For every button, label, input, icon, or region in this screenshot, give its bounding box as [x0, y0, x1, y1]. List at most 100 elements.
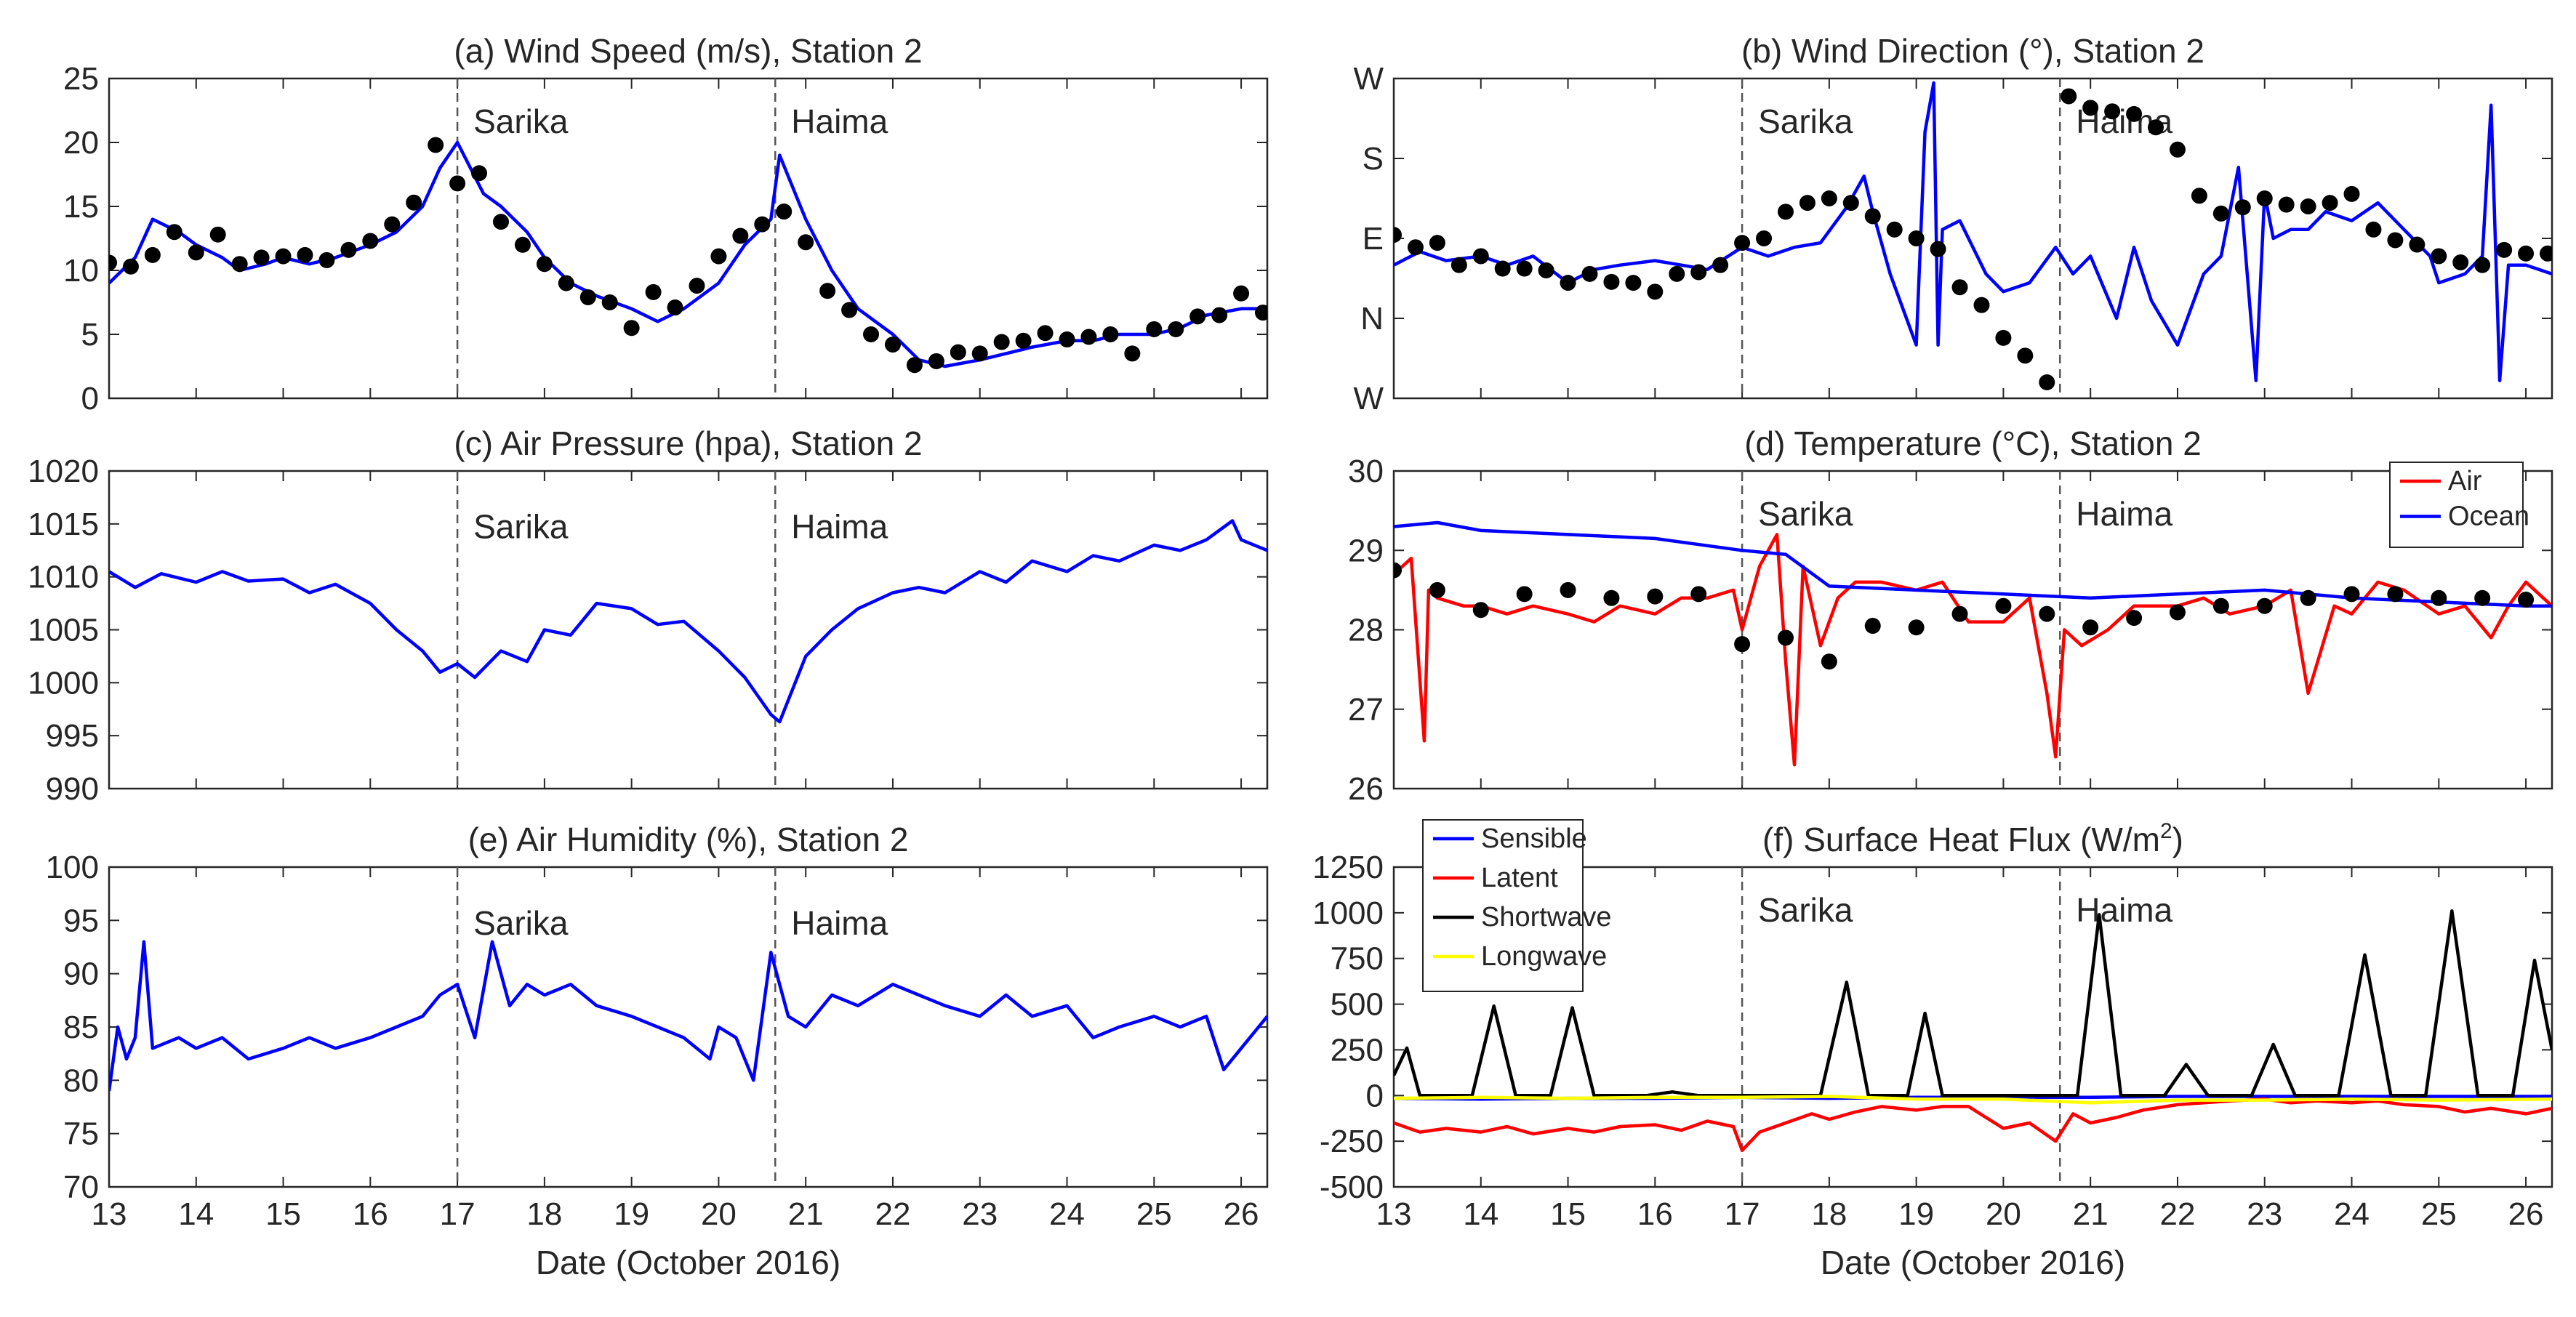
storm-label-sarika: Sarika [473, 507, 569, 545]
plot-area-d [1394, 520, 2552, 767]
x-tick-label: 13 [92, 1196, 127, 1232]
y-tick-label: 500 [1331, 987, 1384, 1023]
y-tick-label: 1020 [28, 454, 99, 489]
data-point-model [1394, 227, 1402, 243]
data-point-model [297, 246, 313, 263]
data-point-model [2409, 236, 2425, 253]
data-point-model [340, 241, 357, 258]
x-axis-label: Date (October 2016) [536, 1244, 840, 1281]
data-point-model [275, 248, 292, 265]
data-point-model [2234, 199, 2251, 216]
data-point-model [2387, 586, 2404, 603]
y-tick-label: -500 [1320, 1169, 1384, 1205]
x-tick-label: 15 [1550, 1196, 1586, 1232]
y-tick-label: 1250 [1312, 850, 1384, 885]
y-tick-label: W [1353, 61, 1384, 97]
x-tick-label: 16 [1637, 1196, 1673, 1232]
title-superscript: 2 [2160, 819, 2172, 843]
storm-label-sarika: Sarika [473, 102, 569, 140]
data-point-model [514, 236, 531, 253]
storm-label-sarika: Sarika [1758, 495, 1853, 533]
y-tick-label: W [1353, 381, 1384, 416]
x-tick-label: 21 [788, 1196, 824, 1232]
data-point-model [2212, 205, 2229, 222]
data-point-model [1124, 345, 1141, 362]
data-point-model [2191, 188, 2207, 204]
y-tick-label: 1015 [28, 507, 99, 542]
data-point-model [109, 254, 117, 271]
data-point-model [2126, 610, 2143, 627]
data-point-model [863, 326, 880, 342]
storm-label-sarika: Sarika [473, 904, 569, 942]
data-point-model [1734, 235, 1751, 251]
x-tick-label: 19 [1898, 1196, 1934, 1232]
x-tick-label: 23 [962, 1196, 998, 1232]
series-line-observed-station-2- [1394, 81, 2552, 382]
plot-area-f [1394, 909, 2552, 1152]
data-point-model [2387, 232, 2404, 249]
data-point-model [406, 194, 422, 211]
data-point-model [1560, 275, 1576, 291]
data-point-model [2061, 88, 2077, 105]
x-tick-label: 20 [701, 1196, 737, 1232]
legend-label: Ocean [2448, 502, 2529, 532]
x-tick-label: 16 [353, 1196, 388, 1232]
data-point-model [1995, 597, 2012, 614]
x-tick-label: 17 [440, 1196, 476, 1232]
data-point-model [1734, 636, 1751, 653]
data-point-model [1255, 305, 1267, 321]
data-point-model [144, 246, 161, 263]
data-point-model [1756, 230, 1773, 246]
data-point-model [166, 224, 182, 241]
data-point-model [1647, 283, 1664, 300]
title-close: ) [2172, 821, 2183, 858]
x-tick-label: 23 [2247, 1196, 2282, 1232]
axes-frame-b [1392, 77, 2553, 400]
data-point-model [1821, 190, 1837, 206]
y-tick-label: 1000 [28, 665, 99, 701]
data-point-model [1886, 221, 1903, 238]
data-point-model [2300, 589, 2316, 606]
data-point-model [1864, 208, 1881, 225]
data-point-model [841, 302, 858, 318]
chart-title-b: (b) Wind Direction (°), Station 2 [1741, 32, 2204, 70]
data-point-model [536, 256, 553, 273]
axes-frame-e [108, 866, 1269, 1188]
panel-a: (a) Wind Speed (m/s), Station 2 0 5 10 15 20 2… [63, 32, 1269, 416]
y-tick-label: 1000 [1312, 895, 1384, 931]
x-tick-label: 18 [1811, 1196, 1847, 1232]
series-line-observed-station-2- [109, 519, 1267, 724]
series-line-ocean [1394, 520, 2552, 608]
y-tick-label: 0 [1366, 1078, 1384, 1113]
data-point-model [558, 275, 574, 291]
y-tick-label: 90 [63, 956, 99, 992]
x-tick-label: 19 [614, 1196, 649, 1232]
data-point-model [1821, 653, 1837, 670]
data-point-model [689, 278, 705, 294]
data-point-model [993, 334, 1010, 350]
y-tick-label: -250 [1320, 1124, 1384, 1159]
data-point-model [2256, 597, 2273, 614]
data-point-model [428, 137, 444, 153]
data-point-model [2474, 589, 2491, 606]
data-point-model [2518, 245, 2535, 262]
y-tick-label: 1010 [28, 560, 99, 595]
y-tick-label: 750 [1331, 941, 1384, 977]
data-point-model [623, 320, 640, 337]
data-point-model [1690, 586, 1707, 603]
plot-area-a [109, 137, 1267, 374]
data-point-model [471, 165, 488, 182]
data-point-model [2431, 589, 2447, 606]
data-point-model [2540, 245, 2552, 262]
storm-label-haima: Haima [2076, 495, 2172, 533]
y-tick-label: 27 [1348, 692, 1384, 728]
x-tick-label: 20 [1986, 1196, 2021, 1232]
data-point-model [2169, 141, 2186, 158]
y-tick-label: N [1360, 301, 1384, 337]
panel-e: (e) Air Humidity (%), Station 2 70 75 80 85 9… [46, 821, 1269, 1281]
data-point-model [1951, 605, 1968, 622]
x-tick-label: 13 [1376, 1196, 1412, 1232]
data-point-model [1059, 331, 1075, 348]
data-point-model [1472, 602, 1489, 619]
data-point-model [971, 345, 988, 362]
